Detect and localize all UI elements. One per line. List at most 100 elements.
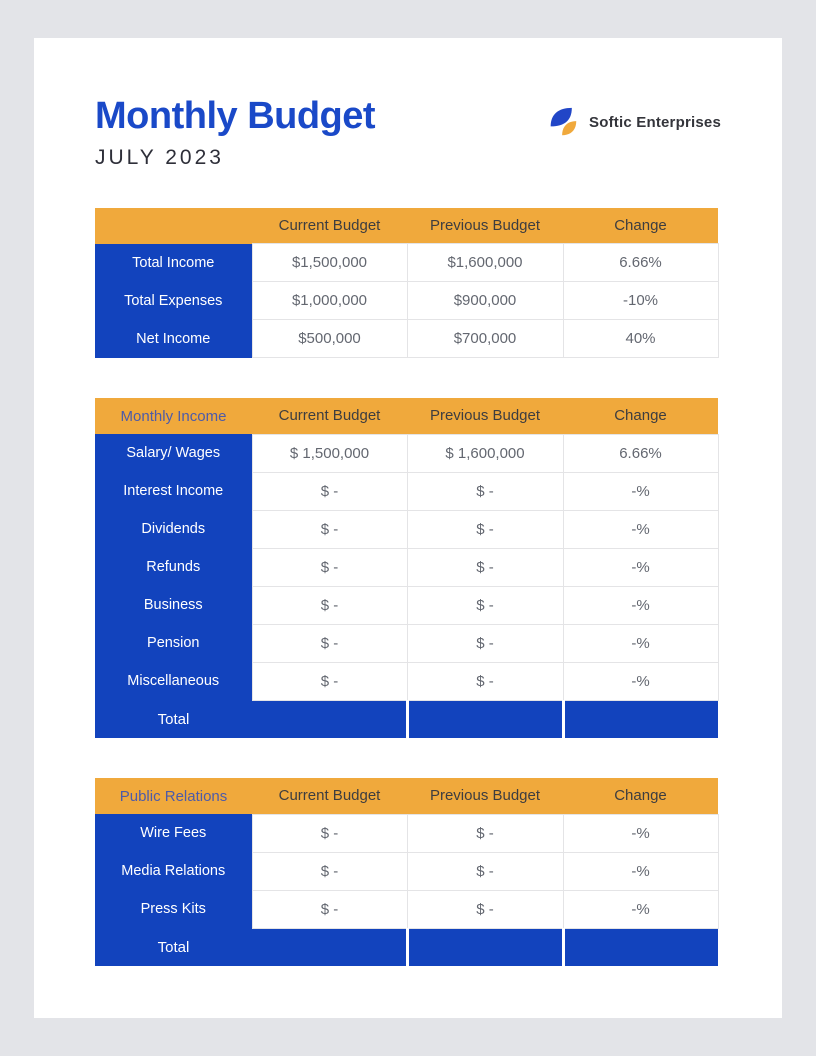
value-cell: $700,000 [406, 319, 564, 359]
value-cell: -% [562, 623, 719, 663]
value-cell: $ - [251, 623, 408, 663]
header-row: Current Budget Previous Budget Change [95, 207, 718, 244]
title-block: Monthly Budget JULY 2023 [95, 95, 376, 170]
row-label: Interest Income [95, 472, 252, 511]
value-cell: -% [562, 585, 719, 625]
value-cell: $ - [406, 851, 564, 891]
table-row: Pension $ - $ - -% [95, 623, 719, 663]
tables-section: Current Budget Previous Budget Change Total… [95, 207, 719, 967]
value-cell: $ - [406, 509, 564, 549]
value-cell: -% [562, 509, 719, 549]
value-cell: $ - [251, 889, 408, 929]
row-label: Total Income [95, 243, 252, 282]
row-label: Total Expenses [95, 281, 252, 320]
header-row: Public Relations Current Budget Previous B… [95, 778, 718, 815]
document-header: Monthly Budget JULY 2023 Softic Enterpri… [95, 95, 721, 170]
row-label: Press Kits [95, 890, 252, 929]
value-cell: $ - [251, 851, 408, 891]
value-cell: $ 1,600,000 [406, 433, 564, 473]
brand-logo-icon [550, 107, 577, 136]
value-cell: $ - [251, 585, 408, 625]
document-page: Monthly Budget JULY 2023 Softic Enterpri… [34, 38, 782, 1018]
header-row: Monthly Income Current Budget Previous Bud… [95, 398, 718, 435]
row-label: Business [95, 586, 252, 625]
row-label: Wire Fees [95, 814, 252, 853]
table-row: Refunds $ - $ - -% [95, 547, 719, 587]
value-cell: $1,500,000 [251, 243, 408, 283]
value-cell: $1,000,000 [251, 281, 408, 321]
value-cell: -% [562, 471, 719, 511]
column-header: Previous Budget [407, 398, 563, 435]
table-section-label: Monthly Income [95, 398, 252, 435]
value-cell: -10% [562, 281, 719, 321]
table-row: Miscellaneous $ - $ - -% [95, 661, 719, 701]
table-row: Dividends $ - $ - -% [95, 509, 719, 549]
table-row: Business $ - $ - -% [95, 585, 719, 625]
row-label: Pension [95, 624, 252, 663]
table-row: Total Income $1,500,000 $1,600,000 6.66% [95, 243, 719, 283]
table-section-label: Public Relations [95, 778, 252, 815]
value-cell: 40% [562, 319, 719, 359]
total-row: Total [95, 928, 718, 967]
column-header: Current Budget [252, 207, 407, 244]
value-cell: $900,000 [406, 281, 564, 321]
value-cell: $ - [406, 547, 564, 587]
column-header: Change [563, 778, 718, 815]
value-cell: 6.66% [562, 433, 719, 473]
public-relations-table: Public Relations Current Budget Previous B… [95, 778, 719, 967]
value-cell: $ - [251, 471, 408, 511]
value-cell: $ - [251, 547, 408, 587]
value-cell: $ - [406, 813, 564, 853]
value-cell: -% [562, 547, 719, 587]
page-subtitle: JULY 2023 [95, 145, 224, 169]
table-row: Press Kits $ - $ - -% [95, 889, 719, 929]
value-cell: $ - [406, 471, 564, 511]
page-title: Monthly Budget [95, 95, 376, 137]
total-label: Total [95, 928, 252, 967]
value-cell: -% [562, 851, 719, 891]
value-cell: $ - [251, 661, 408, 701]
row-label: Media Relations [95, 852, 252, 891]
total-row: Total [95, 700, 718, 739]
row-label: Refunds [95, 548, 252, 587]
value-cell: $ - [406, 661, 564, 701]
value-cell: 6.66% [562, 243, 719, 283]
table-row: Net Income $500,000 $700,000 40% [95, 319, 719, 359]
column-header: Current Budget [252, 778, 407, 815]
value-cell: -% [562, 813, 719, 853]
value-cell: $ - [406, 585, 564, 625]
value-cell: $ - [406, 623, 564, 663]
brand: Softic Enterprises [546, 107, 721, 137]
column-header: Change [563, 398, 718, 435]
table-section-label [95, 207, 252, 244]
total-value-cell [561, 700, 718, 739]
table-row: Media Relations $ - $ - -% [95, 851, 719, 891]
value-cell: -% [562, 661, 719, 701]
row-label: Dividends [95, 510, 252, 549]
total-value-cell [561, 928, 718, 967]
brand-name: Softic Enterprises [589, 113, 721, 131]
value-cell: $ - [251, 509, 408, 549]
table-row: Interest Income $ - $ - -% [95, 471, 719, 511]
row-label: Net Income [95, 319, 252, 358]
table-row: Total Expenses $1,000,000 $900,000 -10% [95, 281, 719, 321]
column-header: Change [563, 207, 718, 244]
budget-summary-table: Current Budget Previous Budget Change Total… [95, 207, 719, 359]
column-header: Previous Budget [407, 207, 563, 244]
value-cell: $500,000 [251, 319, 408, 359]
value-cell: -% [562, 889, 719, 929]
column-header: Current Budget [252, 398, 407, 435]
table-row: Salary/ Wages $ 1,500,000 $ 1,600,000 6.66% [95, 433, 719, 473]
value-cell: $ - [251, 813, 408, 853]
total-value-cell [405, 700, 563, 739]
column-header: Previous Budget [407, 778, 563, 815]
value-cell: $1,600,000 [406, 243, 564, 283]
total-value-cell [252, 928, 407, 967]
total-value-cell [405, 928, 563, 967]
monthly-income-table: Monthly Income Current Budget Previous Bud… [95, 398, 719, 739]
total-value-cell [252, 700, 407, 739]
total-label: Total [95, 700, 252, 739]
row-label: Salary/ Wages [95, 434, 252, 473]
value-cell: $ 1,500,000 [251, 433, 408, 473]
